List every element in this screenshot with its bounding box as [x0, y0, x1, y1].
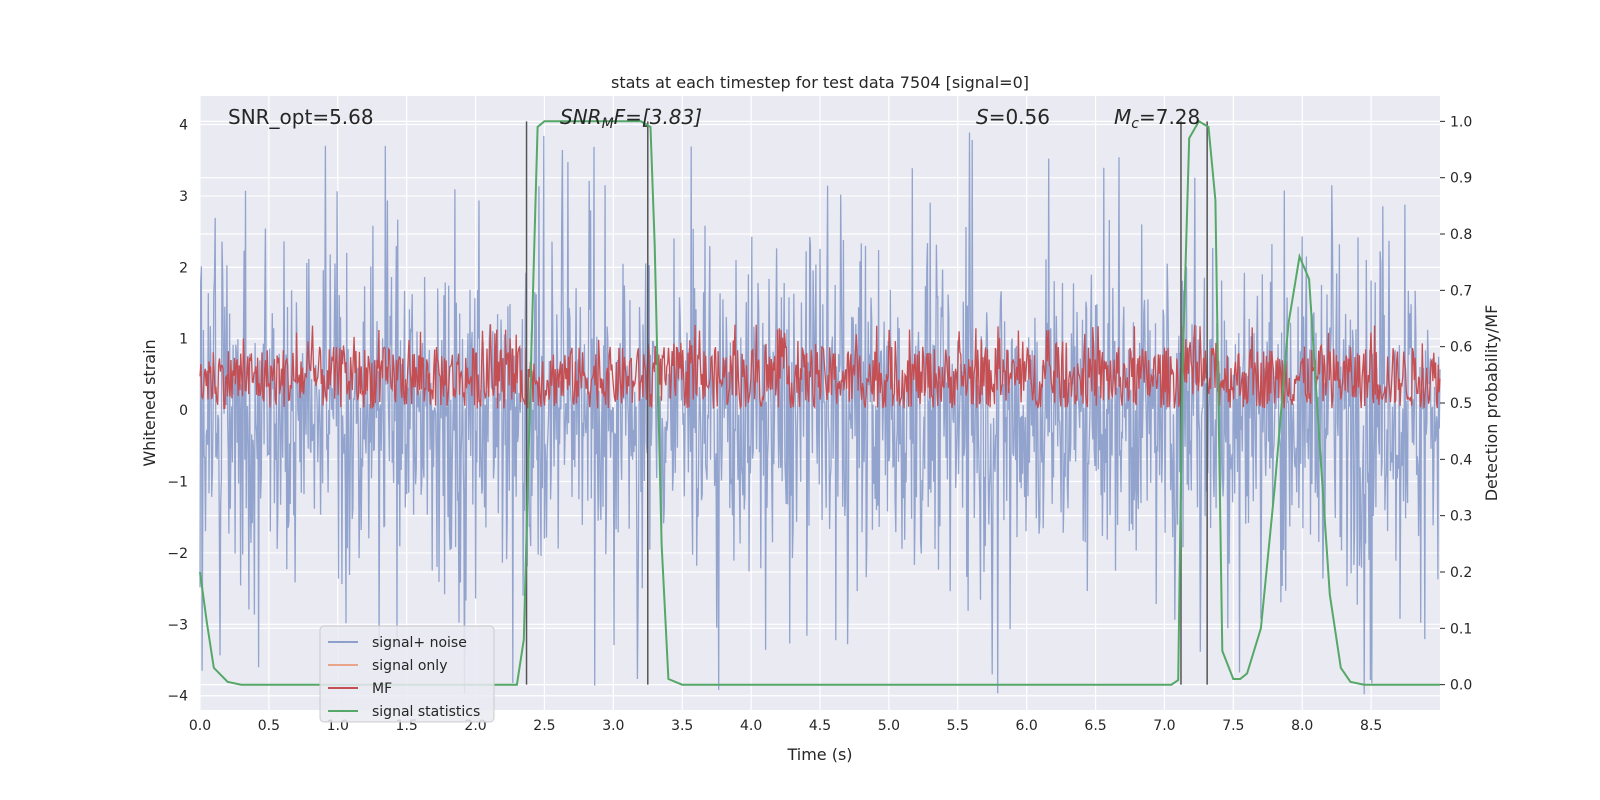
right-y-tick-label: 0.8 [1450, 227, 1472, 243]
left-y-tick-label: −2 [167, 546, 188, 562]
right-y-tick-label: 0.7 [1450, 283, 1472, 299]
right-y-tick-label: 0.6 [1450, 340, 1472, 356]
x-tick-label: 8.5 [1360, 718, 1382, 734]
left-y-tick-label: 3 [179, 189, 188, 205]
legend: signal+ noise signal only MF signal statist… [319, 625, 495, 723]
right-y-axis-ticks: 0.0 0.1 0.2 0.3 0.4 0.5 0.6 0.7 0.8 0.9 1.0 [1440, 114, 1472, 694]
x-axis-ticks: 0.0 0.5 1.0 1.5 2.0 2.5 3.0 3.5 4.0 4.5 5.0 5.5 6.0 6… [189, 718, 1382, 734]
left-y-tick-label: −1 [167, 475, 188, 491]
snr-opt-annotation: SNR_opt=5.68 [228, 105, 374, 129]
right-y-tick-label: 0.9 [1450, 171, 1472, 187]
snr-mf-annotation: SNRMF=[3.83] [560, 105, 702, 132]
x-tick-label: 8.0 [1291, 718, 1313, 734]
legend-entry: signal only [372, 658, 447, 674]
x-tick-label: 7.5 [1222, 718, 1244, 734]
chart-title: stats at each timestep for test data 750… [611, 73, 1029, 92]
x-tick-label: 0.5 [258, 718, 280, 734]
x-tick-label: 2.5 [533, 718, 555, 734]
legend-box [319, 625, 495, 723]
x-tick-label: 7.0 [1153, 718, 1175, 734]
left-y-tick-label: 0 [179, 403, 188, 419]
right-y-tick-label: 0.1 [1450, 621, 1472, 637]
x-tick-label: 5.5 [947, 718, 969, 734]
mf-line [199, 324, 1441, 410]
right-y-tick-label: 0.4 [1450, 452, 1472, 468]
right-y-tick-label: 1.0 [1450, 114, 1472, 130]
x-tick-label: 4.0 [740, 718, 762, 734]
right-y-tick-label: 0.0 [1450, 678, 1472, 694]
left-y-axis-label: Whitened strain [140, 339, 159, 466]
x-tick-label: 6.5 [1084, 718, 1106, 734]
s-annotation: S=0.56 [976, 105, 1050, 129]
left-y-tick-label: 2 [179, 260, 188, 276]
legend-entry: MF [372, 681, 392, 697]
x-axis-label: Time (s) [786, 745, 852, 764]
left-y-tick-label: 4 [179, 118, 188, 134]
right-y-tick-label: 0.2 [1450, 565, 1472, 581]
signal-plus-noise-series [199, 132, 1441, 695]
vertical-markers [525, 121, 1208, 685]
right-y-tick-label: 0.3 [1450, 509, 1472, 525]
left-y-tick-label: −4 [167, 689, 188, 705]
right-y-tick-label: 0.5 [1450, 396, 1472, 412]
mc-annotation: Mc=7.28 [1114, 105, 1200, 132]
left-y-tick-label: −3 [167, 617, 188, 633]
left-y-tick-label: 1 [179, 332, 188, 348]
signal-statistics-series [199, 119, 1440, 686]
signal-statistics-line [199, 119, 1440, 686]
x-tick-label: 0.0 [189, 718, 211, 734]
legend-entry: signal statistics [372, 704, 480, 720]
x-tick-label: 4.5 [809, 718, 831, 734]
mf-series [199, 324, 1441, 410]
left-y-axis-ticks: −4 −3 −2 −1 0 1 2 3 4 [167, 118, 188, 705]
right-y-axis-label: Detection probability/MF [1482, 305, 1501, 502]
x-tick-label: 3.0 [602, 718, 624, 734]
x-tick-label: 3.5 [671, 718, 693, 734]
x-tick-label: 6.0 [1016, 718, 1038, 734]
signal-plus-noise-line [199, 132, 1441, 695]
x-tick-label: 5.0 [878, 718, 900, 734]
legend-entry: signal+ noise [372, 635, 467, 651]
